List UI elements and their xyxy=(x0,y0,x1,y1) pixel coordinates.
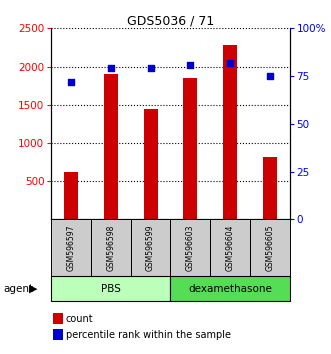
Text: GSM596598: GSM596598 xyxy=(106,224,116,271)
Point xyxy=(267,73,272,79)
Text: percentile rank within the sample: percentile rank within the sample xyxy=(66,330,230,339)
Text: GSM596605: GSM596605 xyxy=(265,224,274,271)
Text: agent: agent xyxy=(3,284,33,293)
Bar xyxy=(223,45,237,219)
Text: dexamethasone: dexamethasone xyxy=(188,284,272,293)
Bar xyxy=(250,219,290,276)
Text: GSM596603: GSM596603 xyxy=(186,224,195,271)
Text: PBS: PBS xyxy=(101,284,121,293)
Point xyxy=(227,60,233,65)
Bar xyxy=(104,74,118,219)
Text: GSM596597: GSM596597 xyxy=(67,224,76,271)
Title: GDS5036 / 71: GDS5036 / 71 xyxy=(127,14,214,27)
Bar xyxy=(210,219,250,276)
Bar xyxy=(51,219,91,276)
Point xyxy=(188,62,193,68)
Text: count: count xyxy=(66,314,93,324)
Bar xyxy=(91,219,131,276)
Bar xyxy=(51,276,170,301)
Point xyxy=(148,65,153,71)
Bar xyxy=(64,172,78,219)
Bar xyxy=(170,276,290,301)
Bar xyxy=(263,157,277,219)
Point xyxy=(108,65,114,71)
Text: GSM596599: GSM596599 xyxy=(146,224,155,271)
Bar xyxy=(170,219,210,276)
Bar xyxy=(144,109,158,219)
Bar xyxy=(131,219,170,276)
Text: ▶: ▶ xyxy=(29,284,37,293)
Text: GSM596604: GSM596604 xyxy=(225,224,235,271)
Point xyxy=(69,79,74,85)
Bar xyxy=(183,78,197,219)
